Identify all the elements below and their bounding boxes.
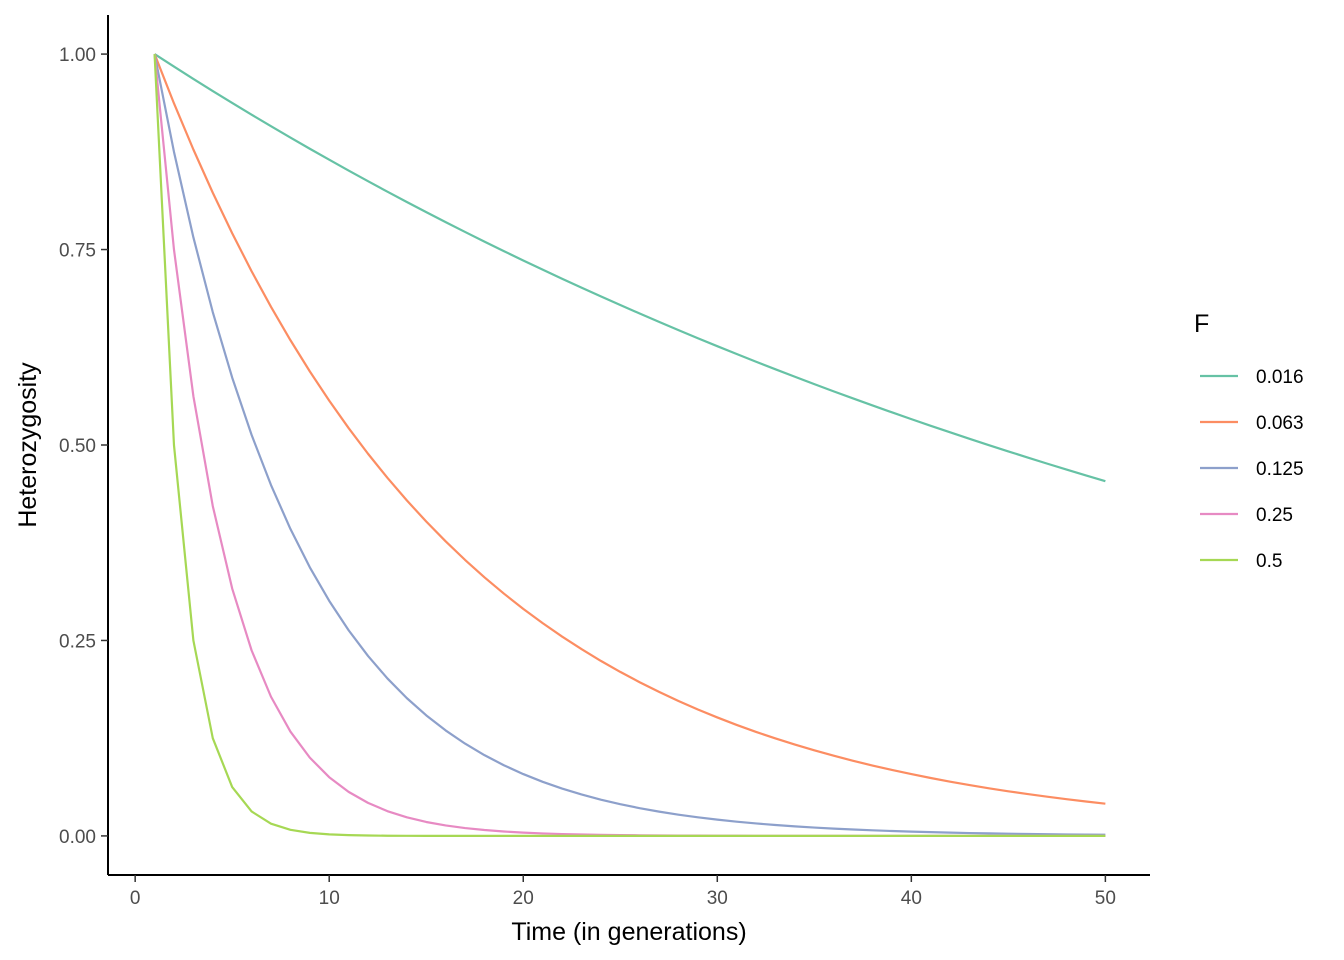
series-line-0-125: [153, 53, 1106, 836]
x-tick-label: 30: [707, 888, 728, 909]
y-tick-label: 0.75: [59, 241, 96, 262]
legend-label: 0.063: [1256, 413, 1304, 434]
series-line-0-5: [153, 54, 1106, 838]
legend-item: 0.5: [1200, 551, 1282, 572]
legend-label: 0.25: [1256, 505, 1293, 526]
legend: F 0.016 0.063 0.125 0.25 0.5: [1194, 310, 1304, 572]
legend-label: 0.016: [1256, 367, 1304, 388]
x-axis-ticks: 0 10 20 30 40 50: [130, 875, 1116, 909]
series-line-0-016: [153, 53, 1106, 483]
x-tick-label: 20: [513, 888, 534, 909]
legend-item: 0.016: [1200, 367, 1304, 388]
x-tick-label: 0: [130, 888, 141, 909]
series-line-0-25: [153, 53, 1106, 838]
legend-label: 0.125: [1256, 459, 1304, 480]
y-tick-label: 0.00: [59, 827, 96, 848]
x-tick-label: 40: [901, 888, 922, 909]
y-tick-label: 0.50: [59, 436, 96, 457]
legend-item: 0.063: [1200, 413, 1304, 434]
x-tick-label: 10: [319, 888, 340, 909]
y-axis-ticks: 0.00 0.25 0.50 0.75 1.00: [59, 45, 108, 848]
legend-item: 0.125: [1200, 459, 1304, 480]
x-axis-title: Time (in generations): [511, 918, 746, 946]
y-tick-label: 1.00: [59, 45, 96, 66]
series-line-0-063: [153, 53, 1106, 805]
y-tick-label: 0.25: [59, 631, 96, 652]
y-axis-title: Heterozygosity: [14, 362, 42, 528]
x-tick-label: 50: [1095, 888, 1116, 909]
legend-title: F: [1194, 310, 1209, 338]
legend-label: 0.5: [1256, 551, 1282, 572]
plot-lines: [153, 53, 1106, 838]
legend-item: 0.25: [1200, 505, 1293, 526]
